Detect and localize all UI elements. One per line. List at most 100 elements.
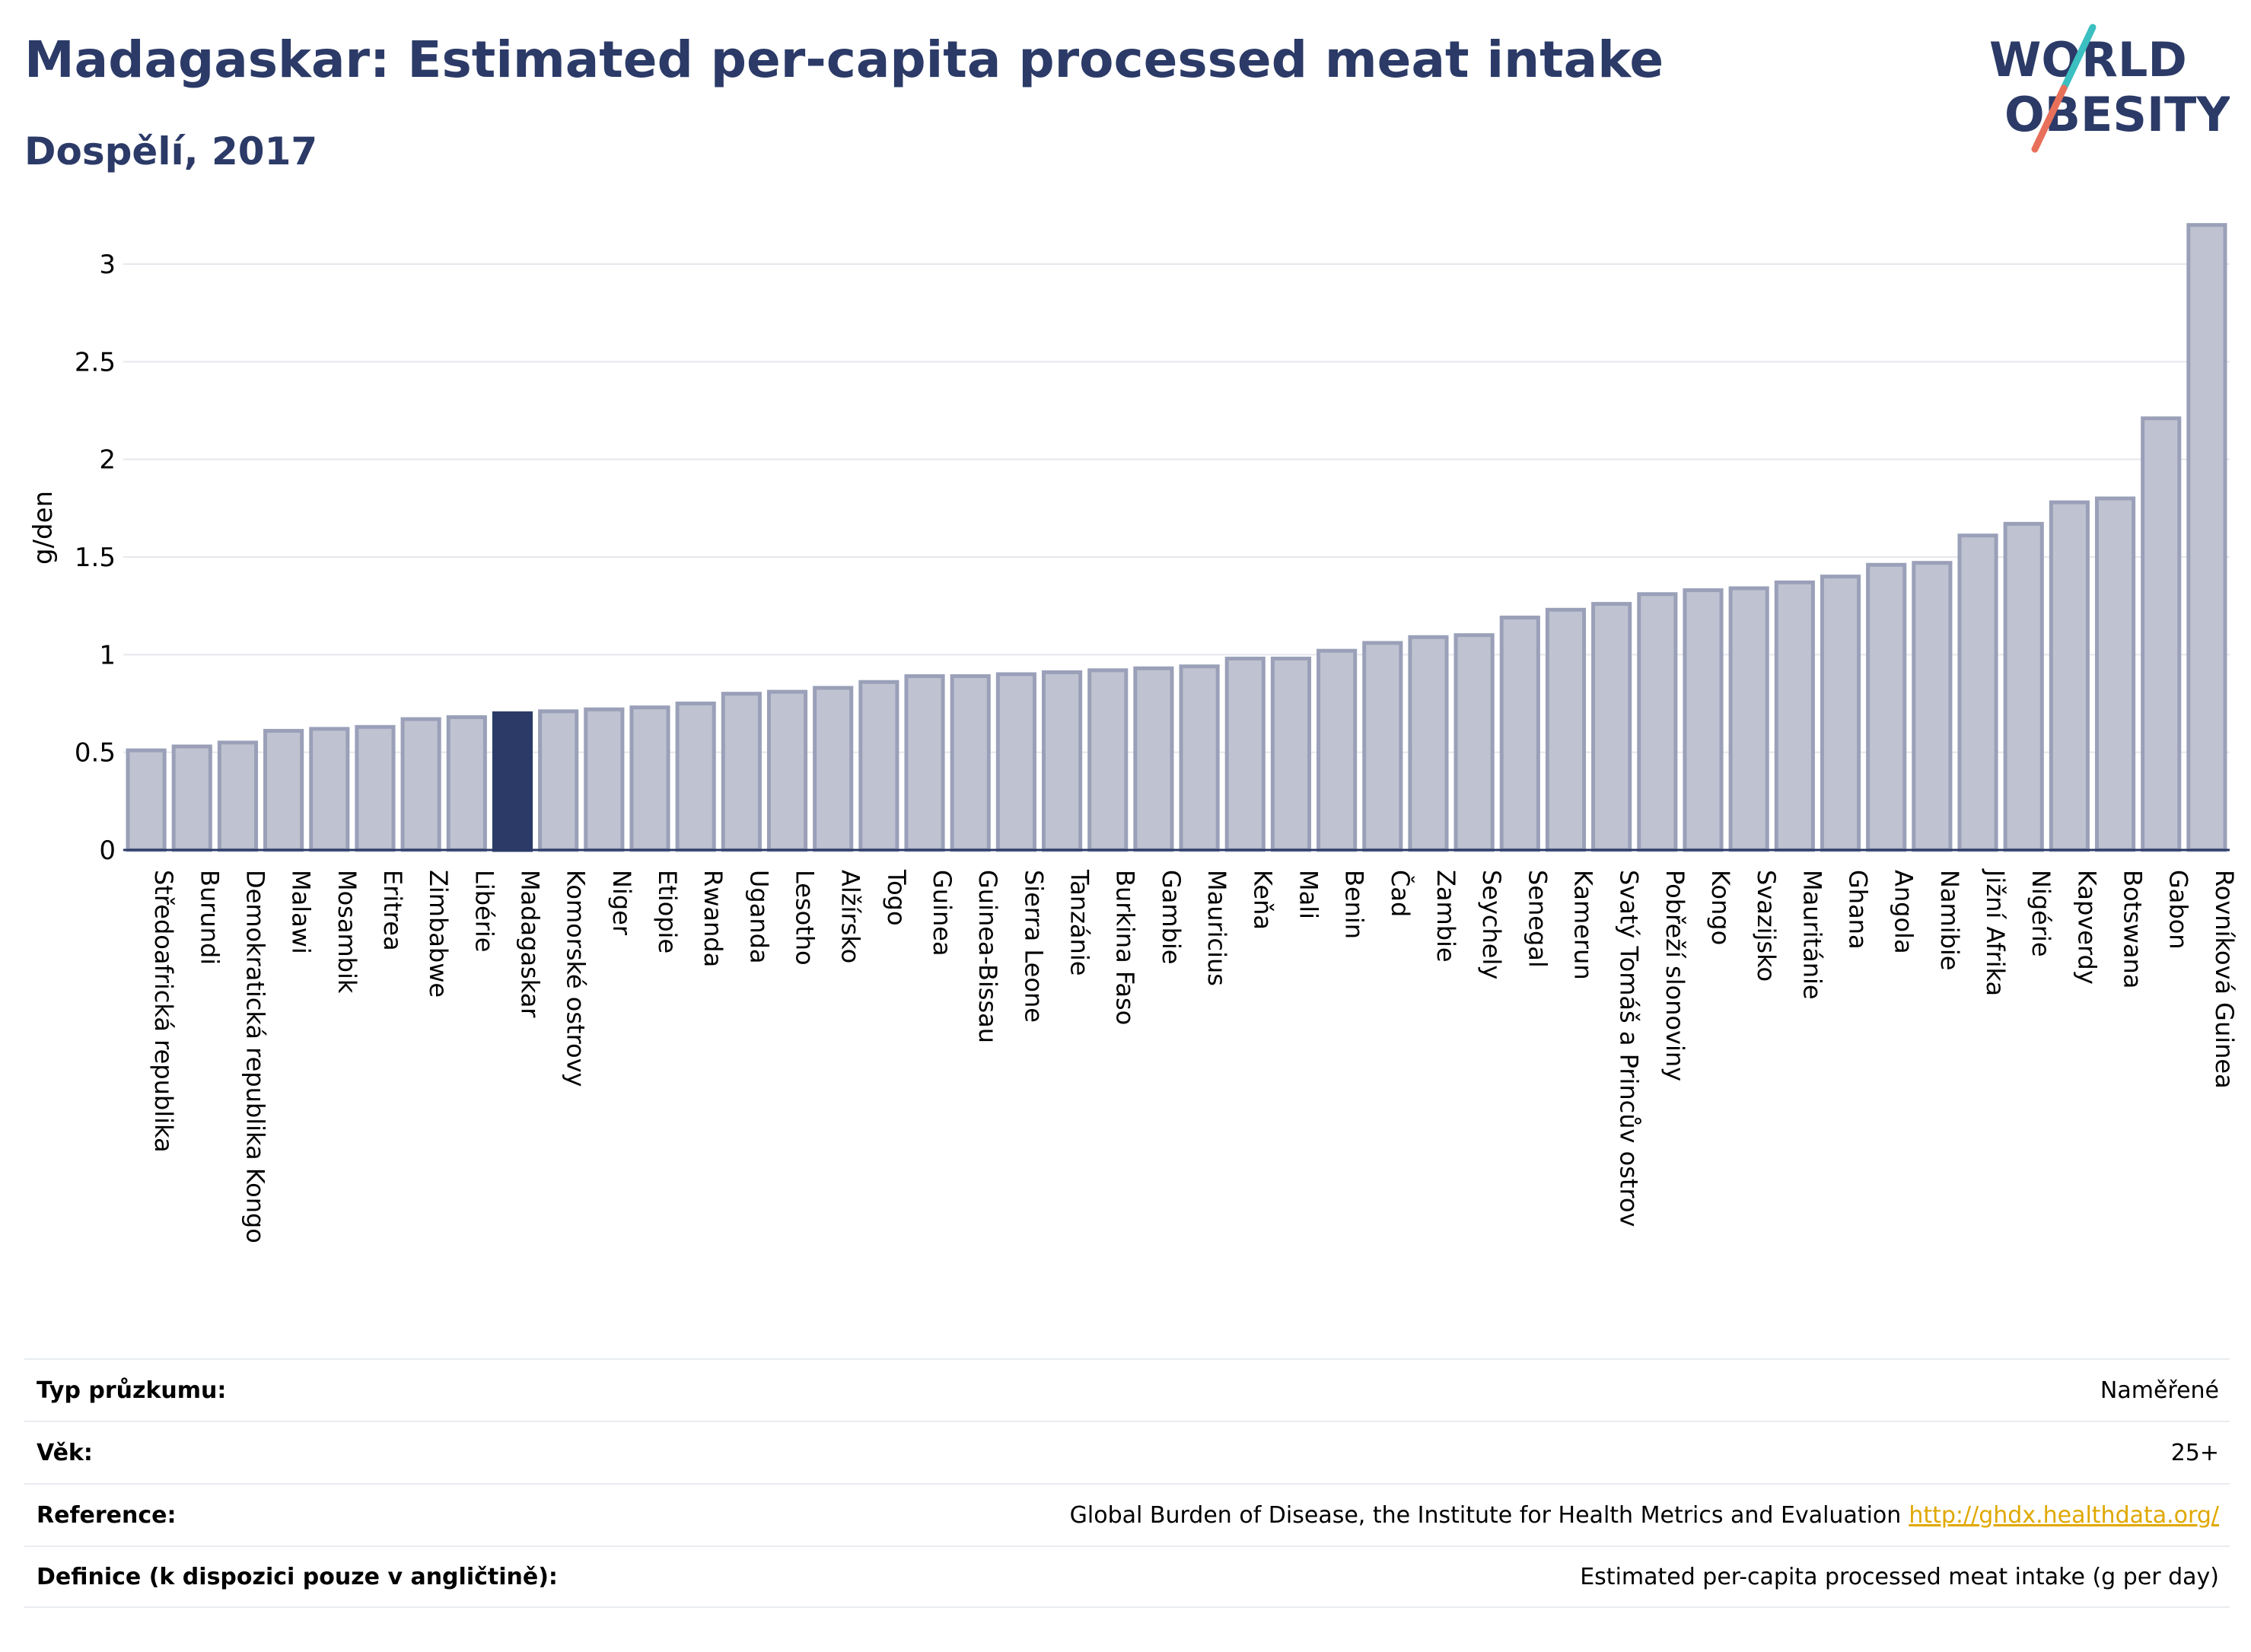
- info-row: Typ průzkumu: Naměřené: [24, 1358, 2230, 1421]
- bar: [1637, 592, 1678, 852]
- x-tick-label: Libérie: [470, 870, 498, 952]
- y-tick-label: 1: [99, 640, 116, 670]
- bar: [629, 705, 670, 852]
- x-tick-label: Togo: [882, 869, 911, 926]
- bar: [995, 672, 1036, 852]
- x-tick-label: Tanzánie: [1065, 869, 1094, 976]
- bar: [1499, 616, 1540, 852]
- bar: [1087, 668, 1129, 852]
- logo-slash-top: [2060, 24, 2097, 92]
- x-tick-label: Kongo: [1706, 870, 1735, 945]
- bar: [1408, 635, 1449, 852]
- bar: [813, 686, 854, 852]
- bar: [1224, 656, 1266, 852]
- info-row: Definice (k dispozici pouze v angličtině…: [24, 1545, 2230, 1608]
- x-tick-label: Angola: [1890, 870, 1918, 954]
- x-tick-label: Alžírsko: [836, 870, 865, 963]
- x-axis-labels: Středoafrická republika Burundi Demokratic…: [149, 868, 2239, 1243]
- x-tick-label: Burkina Faso: [1111, 870, 1140, 1025]
- x-tick-label: Sierra Leone: [1019, 870, 1048, 1023]
- y-tick-label: 2.5: [75, 347, 116, 377]
- bar: [1545, 607, 1587, 852]
- info-value: Estimated per-capita processed meat inta…: [1580, 1563, 2219, 1590]
- x-tick-label: Svatý Tomáš a Princův ostrov: [1615, 870, 1644, 1227]
- chart-title: Madagaskar: Estimated per-capita process…: [24, 30, 1664, 89]
- x-tick-label: Pobřeží slonoviny: [1660, 870, 1689, 1081]
- info-label: Reference:: [37, 1501, 177, 1529]
- x-tick-label: Benin: [1340, 870, 1369, 939]
- info-label: Věk:: [37, 1439, 93, 1466]
- bar: [446, 715, 487, 852]
- bar: [1912, 561, 1953, 852]
- x-tick-label: Senegal: [1523, 870, 1552, 968]
- info-label: Definice (k dispozici pouze v angličtině…: [37, 1563, 558, 1590]
- bar: [904, 674, 945, 852]
- x-tick-label: Eritrea: [378, 870, 407, 951]
- logo-slash-bottom: [2031, 84, 2068, 153]
- y-axis-ticks: 0 0.5 1 1.5 2 2.5 3: [75, 250, 116, 866]
- x-tick-label: Mali: [1294, 870, 1323, 919]
- x-tick-label: Mosambik: [333, 870, 361, 994]
- info-table: Typ průzkumu: Naměřené Věk: 25+ Reference: Gl…: [24, 1358, 2230, 1608]
- x-tick-label: Zimbabwe: [424, 870, 453, 998]
- info-row: Reference: Global Burden of Disease, the …: [24, 1483, 2230, 1545]
- bar: [675, 702, 716, 852]
- bar: [1591, 602, 1632, 852]
- bar: [1041, 670, 1083, 852]
- bar: [858, 680, 899, 852]
- x-tick-label: Demokratická republika Kongo: [240, 870, 269, 1243]
- x-tick-label: Madagaskar: [515, 870, 544, 1018]
- bar: [1362, 641, 1403, 852]
- x-tick-label: Guinea-Bissau: [973, 870, 1002, 1043]
- info-value: Naměřené: [2100, 1377, 2219, 1404]
- x-tick-label: Svazijsko: [1752, 870, 1781, 982]
- bar: [263, 728, 304, 852]
- bar: [1270, 656, 1312, 852]
- x-tick-label: Namibie: [1935, 870, 1964, 971]
- info-value: 25+: [2170, 1439, 2219, 1466]
- x-tick-label: Kapverdy: [2072, 870, 2101, 985]
- bar: [171, 744, 212, 852]
- x-tick-label: Niger: [607, 870, 636, 936]
- bar: [1683, 588, 1724, 852]
- x-tick-label: Keňa: [1248, 870, 1277, 930]
- x-tick-label: Botswana: [2119, 870, 2148, 988]
- x-tick-label: Čad: [1386, 870, 1415, 917]
- bar: [2003, 521, 2044, 852]
- bar: [2186, 223, 2227, 852]
- x-tick-label: Burundi: [195, 870, 224, 965]
- bar: [1957, 533, 1998, 852]
- bar: [1728, 586, 1769, 852]
- y-tick-label: 0.5: [75, 738, 116, 769]
- y-tick-label: 3: [99, 250, 116, 280]
- x-tick-label: Ghana: [1844, 870, 1873, 950]
- bar: [721, 692, 762, 852]
- bar: [1133, 666, 1174, 852]
- x-tick-label: Uganda: [744, 870, 773, 964]
- chart-subtitle: Dospělí, 2017: [24, 129, 318, 173]
- world-obesity-logo: WORLD OBESITY: [1989, 24, 2230, 153]
- info-label: Typ průzkumu:: [37, 1377, 227, 1404]
- x-tick-label: Gambie: [1157, 870, 1186, 964]
- x-tick-label: Nigérie: [2027, 870, 2055, 957]
- bar: [2141, 416, 2182, 852]
- bar: [950, 674, 991, 852]
- bar: [1453, 633, 1495, 852]
- bar: [1820, 575, 1861, 852]
- bars: [126, 223, 2227, 852]
- x-tick-label: Guinea: [928, 870, 957, 957]
- y-tick-label: 1.5: [75, 543, 116, 573]
- x-tick-label: Komorské ostrovy: [562, 870, 591, 1087]
- bar: [538, 709, 579, 852]
- bar: [2094, 496, 2136, 852]
- x-tick-label: Středoafrická republika: [149, 870, 178, 1153]
- x-tick-label: Rwanda: [699, 870, 728, 967]
- bar: [766, 689, 808, 852]
- bar: [1317, 648, 1358, 852]
- bar: [1179, 664, 1220, 852]
- x-tick-label: Gabon: [2164, 870, 2193, 950]
- info-row: Věk: 25+: [24, 1421, 2230, 1483]
- x-tick-label: Etiopie: [653, 870, 682, 953]
- reference-link[interactable]: http://ghdx.healthdata.org/: [1909, 1501, 2219, 1529]
- bar: [126, 748, 167, 852]
